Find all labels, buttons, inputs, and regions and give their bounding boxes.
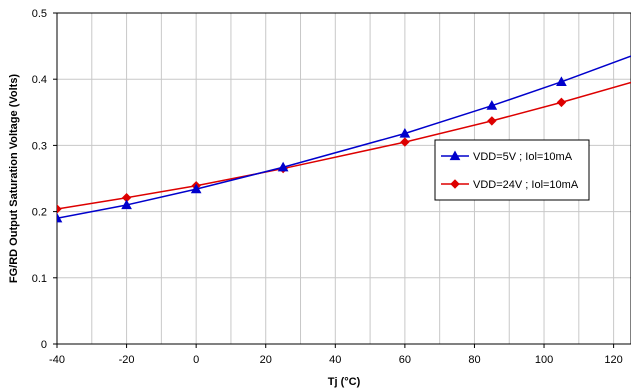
series-line (57, 55, 631, 219)
y-tick-label: 0 (41, 339, 47, 351)
legend-box (434, 139, 590, 201)
legend-label: VDD=5V ; Iol=10mA (473, 151, 573, 163)
x-tick-label: -20 (119, 354, 135, 366)
legend-entry: VDD=24V ; Iol=10mA (441, 179, 579, 191)
y-tick-label: 0.4 (32, 74, 47, 86)
x-axis-label: Tj (°C) (328, 376, 361, 388)
data-point (57, 212, 63, 223)
x-tick-label: -40 (49, 354, 65, 366)
y-tick-label: 0.1 (32, 273, 47, 285)
series-line (57, 81, 631, 210)
data-point (277, 161, 289, 172)
data-point (400, 137, 410, 147)
x-tick-label: 20 (260, 354, 272, 366)
x-tick-label: 40 (329, 354, 341, 366)
legend-marker (450, 179, 460, 189)
y-tick-label: 0.2 (32, 207, 47, 219)
series (57, 55, 631, 223)
data-point (190, 183, 202, 194)
y-tick-label: 0.3 (32, 140, 47, 152)
data-point (57, 204, 62, 214)
data-point (487, 116, 497, 126)
x-tick-label: 60 (399, 354, 411, 366)
axis-ticks: -40 -20 0 20 40 60 80 100 120 0 0.1 0.2 0.3 0.4 0.5 (32, 8, 623, 366)
data-point (556, 76, 567, 86)
x-tick-label: 120 (604, 354, 622, 366)
legend-entry: VDD=5V ; Iol=10mA (441, 150, 573, 163)
x-tick-label: 80 (468, 354, 480, 366)
data-point (486, 100, 498, 110)
legend-entries: VDD=5V ; Iol=10mA VDD=24V ; Iol=10mA (441, 150, 579, 191)
plot-area-border (56, 12, 631, 345)
legend-marker (449, 150, 461, 161)
data-point (399, 127, 411, 138)
legend: VDD=5V ; Iol=10mA VDD=24V ; Iol=10mA (434, 139, 590, 201)
series-1 (57, 55, 631, 223)
x-tick-label: 0 (193, 354, 199, 366)
y-axis-label: FG/RD Output Saturation Voltage (Volts) (8, 74, 20, 284)
x-tick-label: 100 (535, 354, 553, 366)
data-point (121, 199, 132, 210)
y-tick-label: 0.5 (32, 8, 47, 20)
data-point (556, 97, 567, 108)
legend-label: VDD=24V ; Iol=10mA (473, 179, 579, 191)
